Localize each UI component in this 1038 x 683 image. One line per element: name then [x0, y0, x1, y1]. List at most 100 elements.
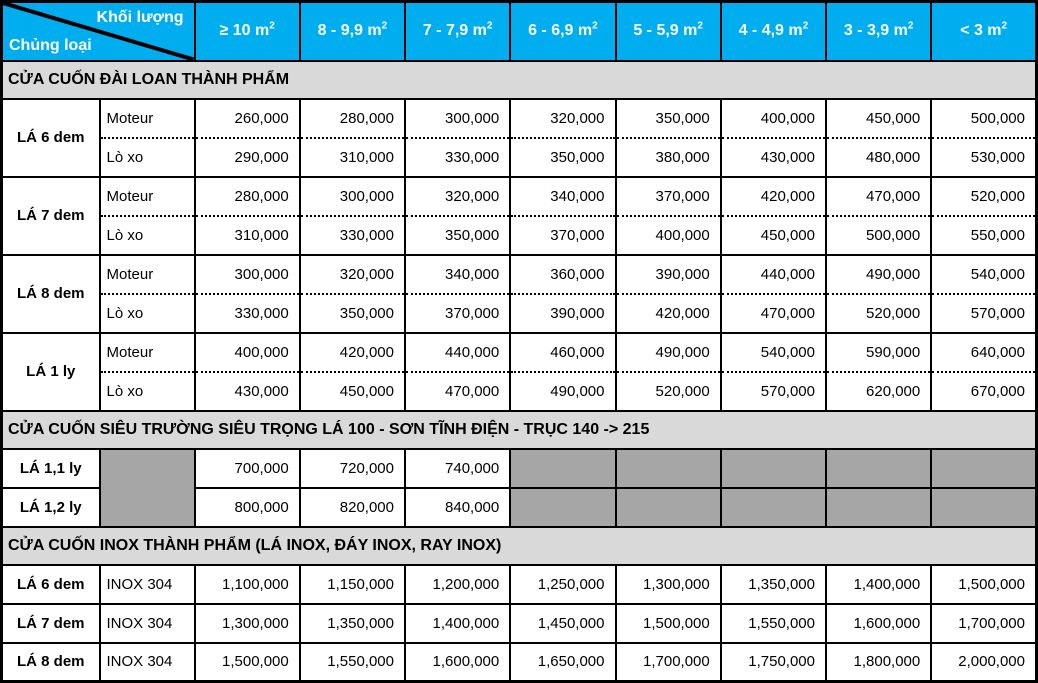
price-cell: 440,000 — [403, 331, 512, 372]
price-cell: 470,000 — [719, 292, 828, 333]
price-cell: 330,000 — [403, 136, 512, 177]
price-cell: 1,500,000 — [614, 602, 722, 643]
price-cell: 670,000 — [930, 370, 1038, 411]
price-cell: 500,000 — [824, 214, 933, 255]
price-cell: 1,500,000 — [193, 641, 301, 682]
price-cell: 520,000 — [824, 292, 933, 333]
price-cell: 1,300,000 — [193, 602, 301, 643]
price-cell: 350,000 — [509, 136, 617, 177]
price-cell: 360,000 — [509, 253, 617, 294]
price-cell: 570,000 — [719, 370, 828, 411]
price-cell: 400,000 — [193, 331, 301, 372]
price-cell: 450,000 — [719, 214, 828, 255]
table-row: LÁ 1,1 ly 700,000 720,000 740,000 — [0, 447, 1038, 527]
row-label: LÁ 7 dem — [0, 175, 101, 255]
row-label: LÁ 8 dem — [0, 641, 101, 682]
blocked-cell — [930, 486, 1038, 527]
price-cell: 370,000 — [403, 292, 512, 333]
price-cell: 340,000 — [403, 253, 512, 294]
sub-label: Moteur — [98, 253, 196, 294]
sub-label: Lò xo — [98, 292, 196, 333]
price-cell: 350,000 — [403, 214, 512, 255]
price-cell: 1,100,000 — [193, 563, 301, 604]
row-label: LÁ 8 dem — [0, 253, 101, 333]
price-cell: 1,650,000 — [509, 641, 617, 682]
price-cell: 460,000 — [509, 331, 617, 372]
price-cell: 540,000 — [930, 253, 1038, 294]
price-cell: 1,500,000 — [930, 563, 1038, 604]
price-cell: 330,000 — [298, 214, 407, 255]
table-row: LÁ 6 dem INOX 304 1,100,000 1,150,000 1,… — [0, 563, 1038, 604]
price-cell: 400,000 — [719, 97, 828, 138]
section-row: CỬA CUỐN SIÊU TRƯỜNG SIÊU TRỌNG LÁ 100 -… — [0, 409, 1038, 449]
price-cell: 470,000 — [403, 370, 512, 411]
price-cell: 520,000 — [930, 175, 1038, 216]
column-header-lt3: < 3 m2 — [930, 1, 1038, 61]
table-row: Lò xo 330,000 350,000 370,000 390,000 42… — [2, 292, 1038, 333]
superscript: 2 — [486, 20, 493, 32]
table-row: Lò xo 290,000 310,000 330,000 350,000 38… — [2, 136, 1038, 177]
price-cell: 480,000 — [824, 136, 933, 177]
price-cell: 320,000 — [403, 175, 512, 216]
column-header-ge10: ≥ 10 m2 — [193, 1, 301, 61]
price-cell: 260,000 — [193, 97, 301, 138]
blocked-cell — [719, 447, 828, 488]
section-row: CỬA CUỐN ĐÀI LOAN THÀNH PHẨM — [0, 59, 1038, 99]
sub-label: Moteur — [98, 97, 196, 138]
sub-label: Lò xo — [98, 370, 196, 411]
price-cell: 1,550,000 — [298, 641, 407, 682]
price-cell: 370,000 — [509, 214, 617, 255]
table-row: Lò xo 430,000 450,000 470,000 490,000 52… — [2, 370, 1038, 411]
superscript: 2 — [907, 20, 914, 32]
row-label: LÁ 6 dem — [0, 563, 101, 604]
price-cell: 490,000 — [824, 253, 933, 294]
price-cell: 420,000 — [614, 292, 722, 333]
table-row: LÁ 8 dem Moteur 300,000 320,000 340,000 … — [0, 253, 1038, 333]
row-label: LÁ 7 dem — [0, 602, 101, 643]
table-row: LÁ 1 ly Moteur 400,000 420,000 440,000 4… — [0, 331, 1038, 411]
price-cell: 1,250,000 — [509, 563, 617, 604]
price-cell: 290,000 — [193, 136, 301, 177]
price-cell: 390,000 — [509, 292, 617, 333]
price-cell: 280,000 — [193, 175, 301, 216]
blocked-cell — [509, 486, 617, 527]
row-label: LÁ 1 ly — [0, 331, 101, 411]
price-cell: 300,000 — [193, 253, 301, 294]
section-header-sieu-truong: CỬA CUỐN SIÊU TRƯỜNG SIÊU TRỌNG LÁ 100 -… — [0, 409, 1038, 449]
section-header-inox: CỬA CUỐN INOX THÀNH PHẨM (LÁ INOX, ĐÁY I… — [0, 525, 1038, 565]
column-header-6-69: 6 - 6,9 m2 — [509, 1, 617, 61]
price-cell: 330,000 — [193, 292, 301, 333]
table-row: LÁ 8 dem INOX 304 1,500,000 1,550,000 1,… — [0, 641, 1038, 682]
price-cell: 450,000 — [298, 370, 407, 411]
row-label: LÁ 1,1 ly — [0, 447, 101, 488]
price-cell: 430,000 — [193, 370, 301, 411]
price-cell: 2,000,000 — [930, 641, 1038, 682]
column-header-5-59: 5 - 5,9 m2 — [614, 1, 722, 61]
price-cell: 320,000 — [298, 253, 407, 294]
price-cell: 540,000 — [719, 331, 828, 372]
price-cell: 470,000 — [824, 175, 933, 216]
price-cell: 320,000 — [509, 97, 617, 138]
diagonal-line — [3, 3, 194, 60]
section-row: CỬA CUỐN INOX THÀNH PHẨM (LÁ INOX, ĐÁY I… — [0, 525, 1038, 565]
price-cell: 280,000 — [298, 97, 407, 138]
superscript: 2 — [381, 20, 388, 32]
corner-header-cell: Khối lượng Chủng loại — [0, 1, 196, 61]
price-cell: 1,600,000 — [824, 602, 933, 643]
price-cell: 840,000 — [403, 486, 512, 527]
blocked-cell — [824, 447, 933, 488]
price-cell: 1,150,000 — [298, 563, 407, 604]
price-cell: 350,000 — [298, 292, 407, 333]
table-row: LÁ 1,2 ly 800,000 820,000 840,000 — [0, 486, 1038, 527]
table-row: LÁ 7 dem INOX 304 1,300,000 1,350,000 1,… — [0, 602, 1038, 643]
price-cell: 590,000 — [824, 331, 933, 372]
sub-label: Lò xo — [98, 136, 196, 177]
column-header-4-49: 4 - 4,9 m2 — [719, 1, 828, 61]
superscript: 2 — [802, 20, 809, 32]
price-cell: 700,000 — [193, 447, 301, 488]
price-cell: 530,000 — [930, 136, 1038, 177]
superscript: 2 — [697, 20, 703, 32]
sub-label: INOX 304 — [98, 602, 196, 643]
price-cell: 350,000 — [614, 97, 722, 138]
